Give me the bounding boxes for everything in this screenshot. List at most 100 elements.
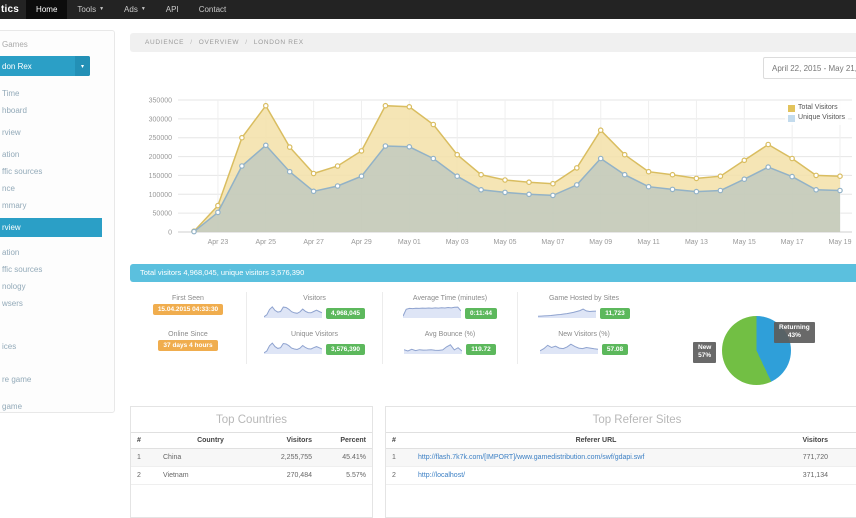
table-row: 1 http://flash.7k7k.com/[IMPORT]/www.game… (386, 448, 856, 467)
svg-text:May 05: May 05 (494, 239, 517, 246)
sidebar-item[interactable]: hboard (2, 106, 27, 115)
svg-text:May 03: May 03 (446, 239, 469, 246)
stat-label: Avg Bounce (%) (424, 331, 476, 338)
table-cell: 771,720 (780, 448, 834, 467)
breadcrumb-item[interactable]: LONDON REX (253, 39, 304, 46)
stat-value-badge: 57.08 (601, 344, 629, 355)
svg-text:Apr 27: Apr 27 (303, 239, 324, 246)
sparkline-chart (538, 304, 597, 323)
stat-label: New Visitors (%) (558, 331, 610, 338)
sparkline-chart (402, 304, 462, 323)
stat-cell: New Visitors (%) 57.08 (518, 328, 650, 364)
svg-text:May 13: May 13 (685, 239, 708, 246)
column-header: Percent (834, 432, 856, 449)
sidebar-item[interactable]: game (2, 402, 23, 411)
pie-label-new: New 57% (693, 342, 717, 363)
table-cell: 2 (386, 466, 412, 485)
sidebar-item[interactable]: re game (2, 375, 32, 384)
chevron-down-icon: ▾ (75, 56, 90, 76)
top-navbar: tics Home Tools ▼ Ads ▼ API Contact (0, 0, 856, 19)
summary-bar: Total visitors 4,968,045, unique visitor… (130, 264, 856, 282)
chevron-down-icon: ▼ (140, 6, 146, 12)
sidebar-item[interactable]: ices (2, 342, 17, 351)
sidebar-item[interactable]: mmary (2, 201, 27, 210)
stat-value-badge: 0:11:44 (464, 308, 498, 319)
table-cell: 2 (131, 466, 157, 485)
visitors-area-chart: 0 50000 100000 150000 200000 250000 300000 3500… (130, 92, 856, 252)
sidebar-item[interactable]: ation (2, 248, 20, 257)
nav-item-ads[interactable]: Ads ▼ (114, 0, 156, 19)
pie-label-returning: Returning 43% (774, 322, 815, 343)
column-header: Referer URL (412, 432, 780, 449)
stat-label: Visitors (303, 295, 326, 302)
legend-label: Total Visitors (798, 104, 838, 111)
nav-item-label: Tools (77, 5, 97, 14)
referer-url-link[interactable]: http://flash.7k7k.com/[IMPORT]/www.gamed… (412, 448, 780, 467)
breadcrumb-item[interactable]: AUDIENCE (145, 39, 185, 46)
stat-value-badge: 11,723 (600, 308, 630, 319)
stat-value-badge: 37 days 4 hours (158, 340, 218, 351)
svg-text:Apr 29: Apr 29 (351, 239, 372, 246)
nav-item-tools[interactable]: Tools ▼ (67, 0, 114, 19)
legend-swatch-icon (788, 114, 796, 122)
table-cell: 5.57% (318, 466, 372, 485)
sidebar-item[interactable]: ffic sources (2, 167, 43, 176)
breadcrumb-item[interactable]: OVERVIEW (198, 39, 240, 46)
game-selector-dropdown[interactable]: don Rex ▾ (0, 56, 90, 76)
nav-item-home[interactable]: Home (26, 0, 68, 19)
table-cell: 270,484 (264, 466, 318, 485)
sidebar-item[interactable]: rview (2, 128, 21, 137)
svg-text:May 01: May 01 (398, 239, 421, 246)
svg-text:May 09: May 09 (589, 239, 612, 246)
chart-legend: Total Visitors Unique Visitors (785, 101, 848, 126)
stat-cell: Avg Bounce (%) 119.72 (383, 328, 518, 364)
svg-text:May 11: May 11 (637, 239, 660, 246)
sidebar-item[interactable]: ffic sources (2, 265, 43, 274)
stat-cell: Visitors 4,968,045 (247, 292, 383, 328)
app-logo[interactable]: tics (1, 4, 20, 15)
sidebar-item[interactable]: rview (0, 218, 102, 237)
legend-item[interactable]: Total Visitors (788, 103, 845, 113)
chart-canvas: 0 50000 100000 150000 200000 250000 300000 3500… (130, 92, 856, 257)
nav-item-label: API (165, 5, 179, 14)
svg-text:May 15: May 15 (733, 239, 756, 246)
date-range-picker[interactable]: April 22, 2015 - May 21, 2015 (763, 57, 856, 79)
svg-text:200000: 200000 (149, 154, 172, 161)
svg-text:250000: 250000 (149, 135, 172, 142)
game-selector-label: don Rex (2, 61, 32, 71)
sidebar-item[interactable]: nology (2, 282, 26, 291)
table-cell: Vietnam (157, 466, 264, 485)
stat-cell: Average Time (minutes) 0:11:44 (383, 292, 518, 328)
sidebar-item[interactable]: Time (2, 89, 20, 98)
stat-value-badge: 3,576,390 (326, 344, 365, 355)
stat-label: Average Time (minutes) (412, 295, 488, 302)
svg-text:300000: 300000 (149, 116, 172, 123)
column-header: Visitors (264, 432, 318, 449)
stat-value-badge: 15.04.2015 04:33:30 (152, 304, 224, 315)
sidebar-item[interactable]: nce (2, 184, 15, 193)
nav-item-api[interactable]: API (156, 0, 189, 19)
sidebar-nav: Time hboard rview ation ffic sources nce mmary… (0, 85, 114, 415)
column-header: Visitors (780, 432, 834, 449)
svg-text:Apr 25: Apr 25 (255, 239, 276, 246)
table-cell: China (157, 448, 264, 467)
legend-label: Unique Visitors (798, 114, 845, 122)
top-countries-table: Top Countries # Country Visitors Percent 1 Chi… (130, 406, 373, 518)
stat-cell: First Seen 15.04.2015 04:33:30 (130, 292, 247, 328)
table-cell: 1 (131, 448, 157, 467)
referer-url-link[interactable]: http://localhost/ (412, 466, 780, 485)
stat-value-badge: 4,968,045 (326, 308, 365, 319)
sidebar: Games don Rex ▾ Time hboard rview ation ffic… (0, 30, 115, 413)
sidebar-item[interactable]: ation (2, 150, 20, 159)
nav-item-label: Ads (124, 5, 138, 14)
table-cell: 7.47% (834, 466, 856, 485)
nav-item-label: Contact (198, 5, 227, 14)
stat-label: First Seen (172, 295, 204, 302)
table-cell: 1 (386, 448, 412, 467)
chevron-down-icon: ▼ (99, 6, 105, 12)
nav-item-contact[interactable]: Contact (189, 0, 237, 19)
stat-cell: Online Since 37 days 4 hours (130, 328, 247, 364)
sidebar-item[interactable]: wsers (2, 299, 23, 308)
legend-item[interactable]: Unique Visitors (788, 113, 845, 123)
sparkline-chart (404, 340, 463, 359)
